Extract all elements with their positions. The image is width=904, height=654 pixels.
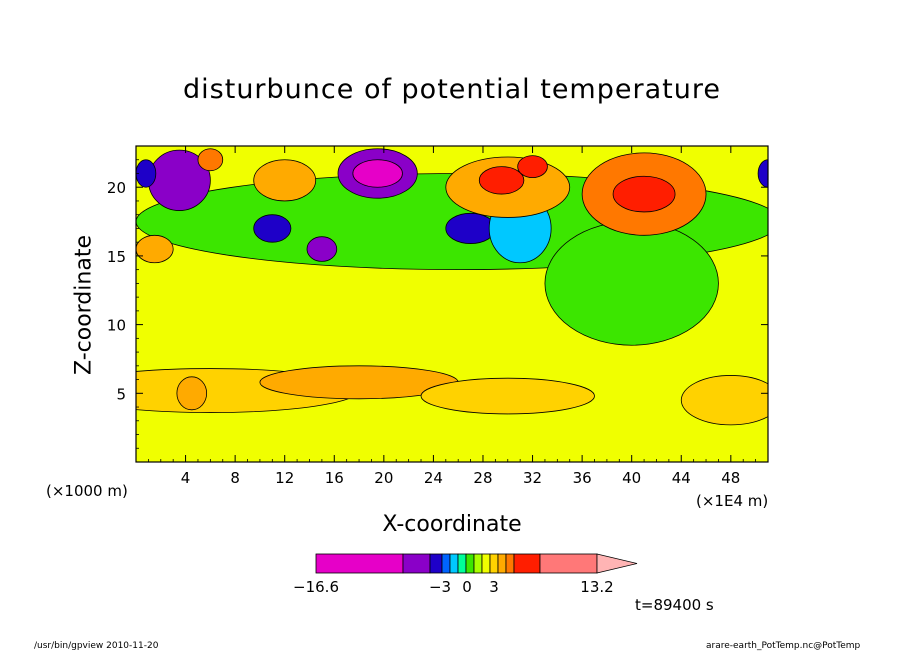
colorbar-segment-7 <box>473 553 483 574</box>
contour-region-11 <box>445 212 496 244</box>
footer-right: arare-earth_PotTemp.nc@PotTemp <box>706 641 861 651</box>
contour-region-4 <box>420 377 595 415</box>
y-axis: 5 10 15 20 <box>107 159 768 449</box>
colorbar: −16.6 13.2 −3 0 3 <box>293 553 638 596</box>
contour-region-6 <box>544 221 719 346</box>
contour-region-2 <box>176 376 208 411</box>
x-tick-label-7: 32 <box>523 469 542 487</box>
contour-region-18 <box>517 155 548 178</box>
x-axis-label: X-coordinate <box>382 512 522 537</box>
x-tick-label-0: 4 <box>181 469 191 487</box>
footer-left: /usr/bin/gpview 2010-11-20 <box>34 641 159 651</box>
y-tick-label-3: 20 <box>107 179 126 197</box>
y-tick-label-2: 15 <box>107 248 126 266</box>
colorbar-segment-9 <box>489 553 499 574</box>
contour-region-21 <box>136 234 174 264</box>
colorbar-segment-13 <box>539 553 598 574</box>
colorbar-segment-4 <box>449 553 459 574</box>
x-tick-label-6: 28 <box>473 469 492 487</box>
colorbar-max-label: 13.2 <box>580 578 613 596</box>
x-axis: 4 8 12 16 20 24 28 32 36 40 44 48 <box>147 146 757 487</box>
colorbar-segment-5 <box>457 553 467 574</box>
colorbar-arrow <box>596 553 638 574</box>
contour-region-12 <box>306 236 338 262</box>
contour-region-22 <box>136 159 157 188</box>
colorbar-mid-label-2: 3 <box>489 578 499 596</box>
x-tick-label-1: 8 <box>230 469 240 487</box>
colorbar-segment-0 <box>315 553 404 574</box>
colorbar-segment-6 <box>465 553 475 574</box>
x-unit-right: (×1E4 m) <box>696 492 769 510</box>
contour-region-15 <box>612 175 676 213</box>
x-tick-label-3: 16 <box>325 469 344 487</box>
contour-region-19 <box>253 159 317 202</box>
x-tick-label-5: 24 <box>424 469 443 487</box>
x-tick-label-9: 40 <box>622 469 641 487</box>
contour-region-10 <box>253 214 292 243</box>
colorbar-segment-1 <box>402 553 431 574</box>
colorbar-min-label: −16.6 <box>293 578 339 596</box>
y-axis-label: Z-coordinate <box>71 235 97 375</box>
contour-region-20 <box>197 148 224 172</box>
colorbar-segment-8 <box>481 553 491 574</box>
colorbar-mid-label-1: 0 <box>462 578 472 596</box>
colorbar-segment-11 <box>505 553 515 574</box>
x-tick-label-4: 20 <box>374 469 393 487</box>
x-tick-label-10: 44 <box>672 469 691 487</box>
time-label: t=89400 s <box>635 596 714 614</box>
contour-region-8 <box>352 159 403 188</box>
y-tick-label-0: 5 <box>116 385 126 403</box>
y-tick-label-1: 10 <box>107 317 126 335</box>
chart-title: disturbunce of potential temperature <box>183 74 721 105</box>
plot-frame <box>135 145 769 463</box>
x-tick-label-11: 48 <box>721 469 740 487</box>
colorbar-mid-label-0: −3 <box>429 578 451 596</box>
x-unit-left: (×1000 m) <box>46 482 128 500</box>
contour-region-3 <box>680 375 768 426</box>
x-tick-label-2: 12 <box>275 469 294 487</box>
x-tick-label-8: 36 <box>573 469 592 487</box>
contour-region-23 <box>757 159 768 188</box>
colorbar-segment-2 <box>429 553 443 574</box>
contour-regions <box>136 148 768 426</box>
colorbar-segment-10 <box>497 553 507 574</box>
colorbar-segment-3 <box>441 553 451 574</box>
colorbar-segment-12 <box>513 553 541 574</box>
contour-region-17 <box>478 166 525 195</box>
